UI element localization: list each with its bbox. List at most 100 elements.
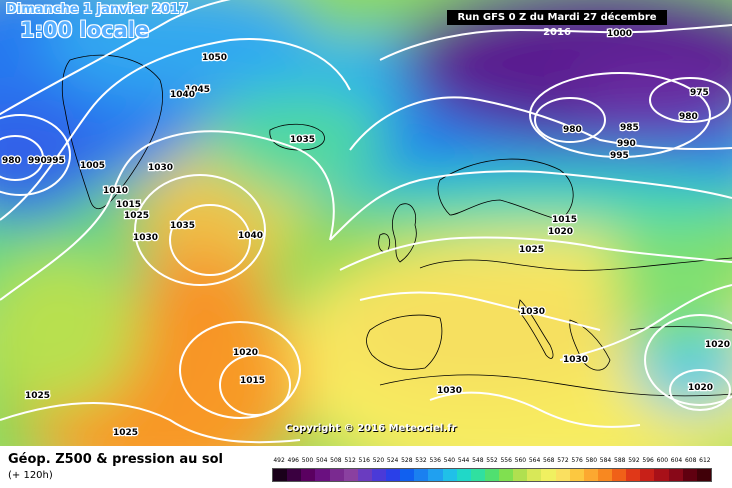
isobar-label: 995 xyxy=(46,156,65,166)
scale-color-swatch xyxy=(527,469,542,481)
weather-map: 1050 1045 1040 1040 1035 1035 1030 1030 … xyxy=(0,0,732,446)
isobar-label: 980 xyxy=(2,156,21,166)
scale-value-label: 608 xyxy=(684,457,697,464)
scale-color-swatch xyxy=(696,469,711,481)
scale-value-label: 540 xyxy=(443,457,456,464)
isobar-label: 980 xyxy=(563,125,582,135)
scale-value-label: 532 xyxy=(415,457,427,464)
isobar-label: 1020 xyxy=(233,348,258,358)
legend-title: Géop. Z500 & pression au sol xyxy=(8,452,223,467)
isobar-label: 990 xyxy=(28,156,47,166)
isobar-label: 1035 xyxy=(170,221,195,231)
scale-value-label: 584 xyxy=(599,457,612,464)
geopotential-map-image: 1050 1045 1040 1040 1035 1035 1030 1030 … xyxy=(0,0,732,446)
color-scale-bar xyxy=(272,468,712,482)
scale-value-label: 592 xyxy=(628,457,640,464)
isobar-label: 1015 xyxy=(116,200,141,210)
coastlines xyxy=(61,54,732,397)
isobar-label: 1025 xyxy=(113,428,138,438)
isobar-label: 1025 xyxy=(124,211,149,221)
scale-color-swatch xyxy=(541,469,556,481)
scale-color-swatch xyxy=(555,469,570,481)
isobar-label: 1040 xyxy=(238,231,263,241)
scale-color-swatch xyxy=(400,469,415,481)
scale-value-label: 556 xyxy=(500,457,512,464)
scale-value-label: 548 xyxy=(472,457,484,464)
isobar-label: 1020 xyxy=(688,383,713,393)
isobar-label: 1020 xyxy=(705,340,730,350)
isobar-label: 975 xyxy=(690,88,709,98)
scale-color-swatch xyxy=(668,469,683,481)
isobar-label: 995 xyxy=(610,151,629,161)
scale-color-swatch xyxy=(569,469,584,481)
scale-color-swatch xyxy=(583,469,598,481)
scale-value-label: 564 xyxy=(528,457,541,464)
isobar-label: 1015 xyxy=(240,376,265,386)
scale-color-swatch xyxy=(513,469,528,481)
scale-value-label: 544 xyxy=(457,457,470,464)
scale-color-swatch xyxy=(626,469,641,481)
scale-color-swatch xyxy=(315,469,330,481)
isobar-label: 1030 xyxy=(148,163,173,173)
scale-value-label: 612 xyxy=(699,457,711,464)
isobars xyxy=(0,0,732,442)
scale-color-swatch xyxy=(640,469,655,481)
isobar-label: 1025 xyxy=(519,245,544,255)
scale-value-label: 512 xyxy=(344,457,356,464)
isobar-label: 1030 xyxy=(563,355,588,365)
isobar-label: 1015 xyxy=(552,215,577,225)
scale-color-swatch xyxy=(654,469,669,481)
forecast-hour-label: (+ 120h) xyxy=(8,470,53,481)
scale-color-swatch xyxy=(329,469,344,481)
geopotential-field xyxy=(0,0,732,446)
scale-color-swatch xyxy=(470,469,485,481)
scale-color-swatch xyxy=(343,469,358,481)
scale-value-label: 524 xyxy=(386,457,399,464)
scale-value-label: 596 xyxy=(642,457,654,464)
scale-color-swatch xyxy=(273,469,288,481)
forecast-date-title: Dimanche 1 janvier 2017 xyxy=(6,2,189,17)
scale-color-swatch xyxy=(371,469,386,481)
scale-value-label: 580 xyxy=(585,457,598,464)
isobar-label: 990 xyxy=(617,139,636,149)
scale-color-swatch xyxy=(386,469,401,481)
scale-color-swatch xyxy=(456,469,471,481)
scale-value-label: 516 xyxy=(358,457,370,464)
scale-color-swatch xyxy=(357,469,372,481)
scale-value-label: 504 xyxy=(315,457,328,464)
local-time-label: 1:00 locale xyxy=(20,18,150,42)
scale-value-label: 508 xyxy=(330,457,342,464)
scale-color-swatch xyxy=(499,469,514,481)
isobar-label: 1020 xyxy=(548,227,573,237)
scale-value-label: 560 xyxy=(514,457,527,464)
scale-value-label: 520 xyxy=(372,457,385,464)
copyright-notice: Copyright © 2016 Meteociel.fr xyxy=(285,423,457,434)
scale-value-label: 576 xyxy=(571,457,583,464)
scale-value-label: 600 xyxy=(656,457,669,464)
scale-value-label: 588 xyxy=(614,457,626,464)
legend-bar: Géop. Z500 & pression au sol (+ 120h) 49… xyxy=(0,446,732,488)
scale-value-label: 500 xyxy=(301,457,314,464)
scale-value-label: 536 xyxy=(429,457,441,464)
scale-color-swatch xyxy=(287,469,302,481)
scale-value-label: 552 xyxy=(486,457,498,464)
isobar-label: 1050 xyxy=(202,53,227,63)
scale-color-swatch xyxy=(414,469,429,481)
scale-value-label: 528 xyxy=(401,457,413,464)
color-scale-values: 492 496 500 504 508 512 516 520 524 528 532 536 540 5… xyxy=(272,457,712,465)
isobar-label: 1005 xyxy=(80,161,105,171)
scale-color-swatch xyxy=(597,469,612,481)
scale-color-swatch xyxy=(612,469,627,481)
scale-value-label: 492 xyxy=(273,457,285,464)
isobar-label: 1030 xyxy=(437,386,462,396)
isobar-label: 1000 xyxy=(607,29,632,39)
run-info-label: Run GFS 0 Z du Mardi 27 décembre 2016 xyxy=(447,10,667,38)
scale-value-label: 568 xyxy=(543,457,555,464)
isobar-label: 1030 xyxy=(520,307,545,317)
scale-value-label: 604 xyxy=(670,457,683,464)
scale-color-swatch xyxy=(428,469,443,481)
scale-value-label: 572 xyxy=(557,457,569,464)
isobar-label: 985 xyxy=(620,123,639,133)
scale-color-swatch xyxy=(442,469,457,481)
isobar-label: 1035 xyxy=(290,135,315,145)
